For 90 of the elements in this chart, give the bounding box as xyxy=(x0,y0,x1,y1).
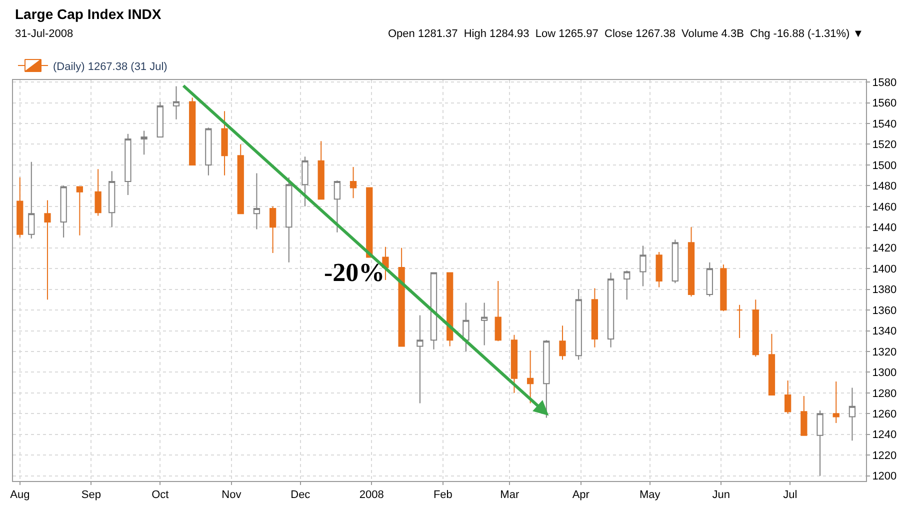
candlestick xyxy=(253,172,260,230)
candlestick xyxy=(736,304,743,339)
candlestick xyxy=(720,264,727,312)
candlestick xyxy=(416,314,424,404)
y-tick-label: 1260 xyxy=(872,408,897,420)
candlestick xyxy=(205,127,212,176)
candlestick xyxy=(318,140,324,200)
candlestick xyxy=(269,206,276,254)
x-tick-label: Oct xyxy=(152,489,169,502)
y-tick-label: 1480 xyxy=(872,180,897,193)
candlestick xyxy=(334,180,340,233)
y-tick-label: 1240 xyxy=(872,429,897,442)
candlestick xyxy=(527,350,534,404)
candlestick xyxy=(591,288,598,348)
candlestick xyxy=(816,410,824,476)
y-tick-label: 1560 xyxy=(872,98,897,110)
candlestick xyxy=(800,396,808,436)
candlestick xyxy=(607,272,614,348)
candlestick xyxy=(656,252,662,288)
candlestick xyxy=(752,299,759,358)
x-tick-label: Jul xyxy=(783,489,798,502)
candlestick xyxy=(172,86,180,120)
y-tick-label: 1360 xyxy=(872,304,897,317)
candlestick xyxy=(510,334,518,394)
candlestick xyxy=(430,272,438,350)
candlestick xyxy=(624,270,630,300)
candlestick xyxy=(16,176,24,238)
chart-title: Large Cap Index INDX xyxy=(15,6,162,22)
y-tick-label: 1460 xyxy=(872,201,897,214)
candlestick xyxy=(575,288,582,360)
y-tick-label: 1280 xyxy=(872,388,897,400)
x-tick-label: 2008 xyxy=(359,489,384,502)
candlestick xyxy=(140,130,148,156)
candlestick xyxy=(108,170,116,228)
candlestick xyxy=(189,97,196,166)
candlestick xyxy=(494,280,502,342)
y-tick-label: 1340 xyxy=(872,326,897,338)
candlestick xyxy=(559,325,566,360)
candlestick xyxy=(382,246,389,280)
y-tick-label: 1400 xyxy=(872,263,897,276)
x-tick-label: Apr xyxy=(572,489,590,502)
candlestick xyxy=(784,380,792,414)
candlestick xyxy=(286,176,292,263)
candlestick xyxy=(221,110,228,176)
candlestick xyxy=(640,245,646,287)
y-tick-label: 1220 xyxy=(872,450,897,462)
y-tick-label: 1520 xyxy=(872,139,897,152)
candlestick xyxy=(366,187,373,258)
x-tick-label: Sep xyxy=(81,489,101,502)
y-tick-label: 1320 xyxy=(872,346,897,358)
candlestick xyxy=(481,302,488,346)
candlestick xyxy=(350,166,357,199)
y-tick-label: 1380 xyxy=(872,284,897,296)
y-tick-label: 1420 xyxy=(872,242,897,255)
candlestick xyxy=(398,247,405,347)
candlestick xyxy=(446,272,454,347)
candlestick xyxy=(832,381,840,424)
x-tick-label: Mar xyxy=(500,489,520,502)
candlestick xyxy=(124,133,132,196)
candlestick xyxy=(462,302,470,352)
y-tick-label: 1200 xyxy=(872,470,897,483)
candlestick xyxy=(156,101,164,138)
candlestick xyxy=(28,161,35,240)
text: Open 1281.37 High 1284.93 Low 1265.97 Close 1267.38 Volume 4.3B Chg -16.88 (-1.31%) ▼ xyxy=(388,28,864,40)
chart-subtitle: 31-Jul-2008 xyxy=(15,28,74,40)
candlestick xyxy=(44,200,51,300)
legend-label: (Daily) 1267.38 (31 Jul) xyxy=(53,60,168,73)
x-tick-label: Feb xyxy=(433,489,452,502)
y-tick-label: 1500 xyxy=(872,160,897,172)
y-tick-label: 1540 xyxy=(872,118,897,130)
candlestick xyxy=(706,262,713,298)
candlestick xyxy=(543,340,550,418)
y-tick-label: 1580 xyxy=(872,76,897,89)
candlestick xyxy=(302,156,308,207)
x-tick-label: Jun xyxy=(712,489,730,502)
x-tick-label: Aug xyxy=(10,489,30,502)
candlestick xyxy=(237,144,244,214)
y-tick-label: 1440 xyxy=(872,222,897,234)
candlestick xyxy=(672,239,678,284)
y-tick-label: 1300 xyxy=(872,367,897,380)
x-tick-label: May xyxy=(639,489,661,502)
candlestick xyxy=(848,387,856,442)
x-tick-label: Nov xyxy=(222,489,242,502)
candlestick xyxy=(76,186,83,236)
candlestick xyxy=(60,185,67,238)
candlestick xyxy=(94,168,102,216)
candlestick xyxy=(768,333,776,396)
annotation: -20% xyxy=(324,258,385,287)
x-tick-label: Dec xyxy=(290,489,311,502)
candlestick xyxy=(688,226,695,298)
